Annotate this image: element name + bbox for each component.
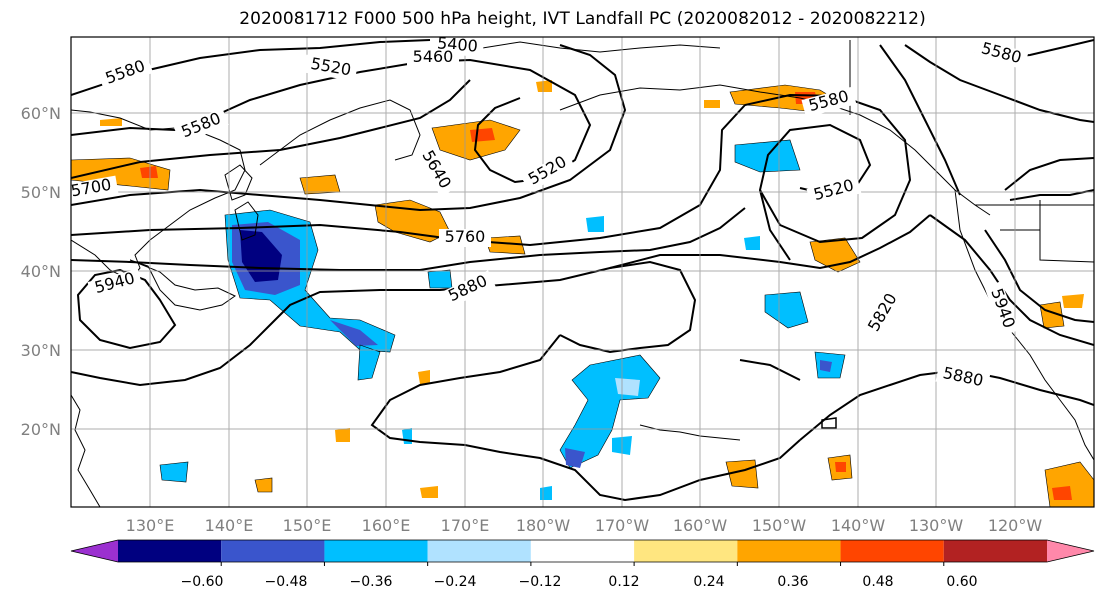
- colorbar-tick-label: −0.24: [434, 574, 477, 590]
- colorbar-segment: [634, 540, 738, 562]
- graticule: [71, 37, 1094, 507]
- colorbar-segment: [530, 540, 635, 562]
- colorbar-ticks: −0.60 −0.48 −0.36 −0.24 −0.12 0.12 0.24 …: [181, 574, 978, 590]
- lon-label: 150°W: [752, 516, 807, 535]
- latitude-labels: 60°N 50°N 40°N 30°N 20°N: [21, 104, 61, 439]
- lon-label: 160°E: [362, 516, 411, 535]
- longitude-labels: 130°E 140°E 150°E 160°E 170°E 180°W 170°…: [126, 516, 1043, 535]
- ivt-negative-anomaly: [159, 139, 846, 500]
- lat-label: 20°N: [21, 420, 61, 439]
- colorbar-tick-label: −0.60: [181, 574, 224, 590]
- colorbar-tick-label: −0.48: [265, 574, 308, 590]
- lon-label: 140°W: [831, 516, 886, 535]
- contour-label: 5760: [445, 227, 486, 246]
- lon-label: 170°W: [595, 516, 650, 535]
- colorbar-tick-label: 0.24: [693, 574, 724, 590]
- lat-label: 40°N: [21, 262, 61, 281]
- lon-label: 130°E: [126, 516, 175, 535]
- map-frame: [70, 36, 1095, 508]
- lon-label: 140°E: [205, 516, 254, 535]
- lon-label: 160°W: [673, 516, 728, 535]
- lon-label: 170°E: [441, 516, 490, 535]
- colorbar-tick-label: −0.12: [519, 574, 562, 590]
- map-title: 2020081712 F000 500 hPa height, IVT Land…: [239, 9, 926, 29]
- lat-label: 30°N: [21, 341, 61, 360]
- lon-label: 150°E: [283, 516, 332, 535]
- colorbar-tick-label: 0.36: [777, 574, 808, 590]
- colorbar-segment: [840, 540, 944, 562]
- colorbar-tick-label: 0.12: [608, 574, 639, 590]
- colorbar-tick-label: −0.36: [350, 574, 393, 590]
- colorbar-segment: [324, 540, 428, 562]
- lon-label: 180°W: [516, 516, 571, 535]
- lon-label: 120°W: [988, 516, 1043, 535]
- colorbar-segment: [118, 540, 222, 562]
- lat-label: 50°N: [21, 183, 61, 202]
- colorbar-segment: [943, 540, 1047, 562]
- lon-label: 130°W: [909, 516, 964, 535]
- colorbar-outline: [70, 539, 1095, 563]
- colorbar-tick-label: 0.48: [862, 574, 893, 590]
- colorbar-tick-label: 0.60: [946, 574, 977, 590]
- colorbar-segment: [1047, 540, 1094, 562]
- colorbar: [70, 539, 1095, 566]
- lat-label: 60°N: [21, 104, 61, 123]
- colorbar-segment: [427, 540, 531, 562]
- contour-label: 5460: [413, 47, 454, 66]
- colorbar-segment: [221, 540, 325, 562]
- colorbar-segment: [737, 540, 841, 562]
- colorbar-segment: [71, 540, 118, 562]
